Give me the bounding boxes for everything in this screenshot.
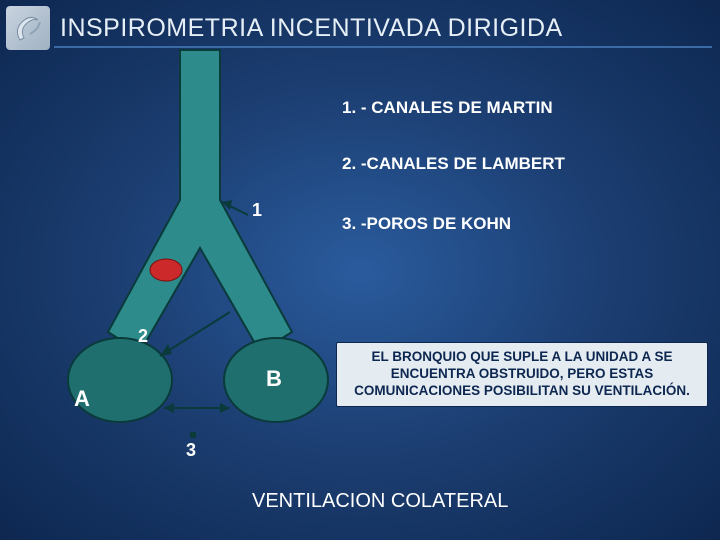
airway-diagram: 1 2 3 A B [60,40,340,470]
item-2: 2. -CANALES DE LAMBERT [342,154,565,174]
node-B-label: B [266,366,282,392]
footer-text: VENTILACION COLATERAL [252,490,508,513]
label-3: 3 [186,440,196,461]
item-3: 3. -POROS DE KOHN [342,214,511,234]
slide: INSPIROMETRIA INCENTIVADA DIRIGIDA 1. - … [0,0,720,540]
node-A-label: A [74,386,90,412]
label-1: 1 [252,200,262,221]
label-2: 2 [138,326,148,347]
callout-box: EL BRONQUIO QUE SUPLE A LA UNIDAD A SE E… [336,342,708,407]
slide-title: INSPIROMETRIA INCENTIVADA DIRIGIDA [60,14,563,43]
item-1: 1. - CANALES DE MARTIN [342,98,553,118]
logo-icon [6,6,50,50]
